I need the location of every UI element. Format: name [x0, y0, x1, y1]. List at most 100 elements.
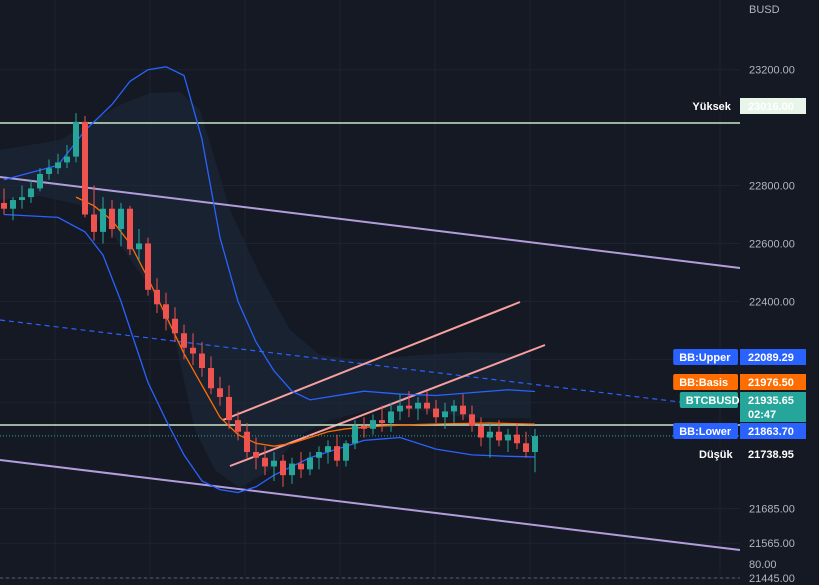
candle-body [64, 156, 70, 163]
candle [460, 394, 466, 421]
candle [154, 278, 160, 313]
candle-body [82, 121, 88, 215]
candle [46, 159, 52, 180]
candle [136, 228, 142, 261]
indicator-value: 80.00 [749, 559, 777, 571]
bb-upper-tag-label: BB:Upper [679, 352, 731, 364]
candle-body [343, 443, 349, 461]
candle [19, 185, 25, 209]
candle-body [199, 353, 205, 369]
candle [73, 113, 79, 163]
candle-body [10, 200, 16, 209]
y-tick-label: 21565.00 [749, 538, 795, 550]
y-tick-label: 22800.00 [749, 181, 795, 193]
candle-body [370, 420, 376, 429]
candle [100, 197, 106, 244]
low-tag-value: 21738.95 [748, 449, 794, 461]
candle [190, 333, 196, 366]
candle [442, 402, 448, 429]
candle [28, 179, 34, 203]
candle-body [208, 368, 214, 389]
candle [1, 188, 7, 215]
candle-body [100, 208, 106, 232]
candle [406, 391, 412, 418]
candle-body [127, 208, 133, 250]
candle-body [415, 402, 421, 409]
candle-body [118, 208, 124, 229]
bb-basis-tag-label-box [673, 374, 738, 390]
candle-body [307, 457, 313, 470]
candle-body [469, 414, 475, 426]
candle [496, 420, 502, 447]
candle-body [298, 463, 304, 470]
last-price-tag-value: 21935.65 [748, 395, 794, 407]
candle-body [406, 405, 412, 409]
candle [433, 399, 439, 424]
high-tag: Yüksek 23016.00 [686, 98, 806, 114]
candle-body [190, 347, 196, 354]
low-tag-value-box [740, 446, 806, 462]
candle [172, 307, 178, 342]
candle [235, 411, 241, 441]
candle-body [37, 173, 43, 189]
candle [208, 356, 214, 395]
candle [505, 428, 511, 452]
candle [145, 237, 151, 296]
trend-drawings [0, 92, 741, 551]
candle-body [451, 405, 457, 412]
candle [487, 423, 493, 458]
candle [379, 405, 385, 432]
candle-body [163, 304, 169, 319]
candle-body [361, 425, 367, 429]
candle-body [271, 460, 277, 467]
candle [361, 417, 367, 438]
y-tick-label: 21445.00 [749, 573, 795, 585]
bb-basis-tag-label: BB:Basis [679, 377, 728, 389]
candle [271, 451, 277, 481]
candle [451, 399, 457, 424]
dashed-trend-line [0, 319, 681, 403]
candle [10, 197, 16, 221]
candle [514, 423, 520, 450]
last-price-tag: BTCBUSD 21935.65 02:47 [679, 392, 806, 422]
candle-body [172, 318, 178, 334]
candle-body [235, 420, 241, 432]
candle-body [478, 425, 484, 438]
high-tag-value-box [740, 98, 806, 114]
candle [307, 451, 313, 476]
candle [262, 446, 268, 476]
candle-body [19, 197, 25, 201]
candle [370, 414, 376, 435]
y-tick-label: 22600.00 [749, 238, 795, 250]
candle-body [55, 162, 61, 169]
bb-lower-line [3, 213, 536, 494]
candle [109, 200, 115, 238]
candle [415, 396, 421, 421]
low-tag: Düşük 21738.95 [693, 446, 806, 462]
candle [37, 168, 43, 192]
bb-upper-line [3, 66, 536, 401]
price-axis[interactable] [740, 0, 819, 585]
candle-body [316, 451, 322, 458]
candle-body [388, 411, 394, 424]
candle-body [217, 388, 223, 397]
candle [424, 391, 430, 415]
candle-body [379, 420, 385, 424]
candle [298, 451, 304, 479]
candle [253, 437, 259, 470]
candle [64, 145, 70, 169]
candle [181, 324, 187, 360]
bb-lower-tag-value-box [740, 423, 806, 439]
candle [523, 431, 529, 458]
bb-upper-tag-value-box [740, 349, 806, 365]
candle-body [154, 289, 160, 305]
high-tag-label-box [686, 98, 738, 114]
candle-body [325, 446, 331, 452]
candle [82, 116, 88, 218]
candle [217, 376, 223, 406]
candle [163, 292, 169, 331]
bb-upper-tag-value: 22089.29 [748, 352, 794, 364]
bb-basis-tag: BB:Basis 21976.50 [673, 374, 806, 390]
candle-body [289, 463, 295, 476]
